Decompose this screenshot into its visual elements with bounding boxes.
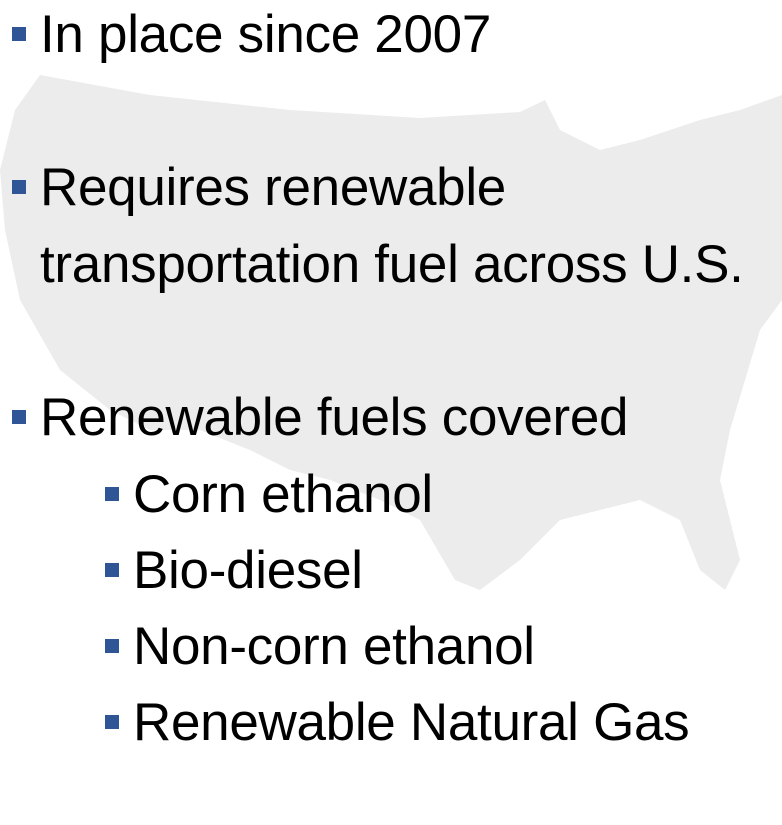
bullet-text: Renewable fuels covered bbox=[40, 388, 629, 447]
us-map bbox=[0, 75, 782, 590]
sub-bullet-item: Corn ethanol bbox=[105, 456, 433, 533]
bullet-marker bbox=[12, 410, 26, 424]
bullet-item: Renewable fuels covered bbox=[12, 379, 770, 456]
sub-bullet-item: Bio-diesel bbox=[105, 532, 363, 609]
sub-bullet-item: Non-corn ethanol bbox=[105, 608, 535, 685]
bullet-marker bbox=[105, 639, 119, 653]
bullet-item: In place since 2007 bbox=[12, 0, 770, 73]
sub-bullet-item: Renewable Natural Gas bbox=[105, 684, 690, 761]
bullet-text: Renewable Natural Gas bbox=[133, 693, 690, 752]
bullet-text: Requires renewable transportation fuel a… bbox=[40, 158, 744, 294]
bullet-marker bbox=[12, 180, 26, 194]
bullet-marker bbox=[105, 563, 119, 577]
bullet-marker bbox=[105, 487, 119, 501]
bullet-marker bbox=[105, 715, 119, 729]
bullet-text: Bio-diesel bbox=[133, 541, 363, 600]
bullet-marker bbox=[12, 27, 26, 41]
bullet-item: Requires renewable transportation fuel a… bbox=[12, 149, 770, 303]
bullet-text: Corn ethanol bbox=[133, 465, 433, 524]
bullet-text: In place since 2007 bbox=[40, 5, 492, 64]
bullet-text: Non-corn ethanol bbox=[133, 617, 535, 676]
